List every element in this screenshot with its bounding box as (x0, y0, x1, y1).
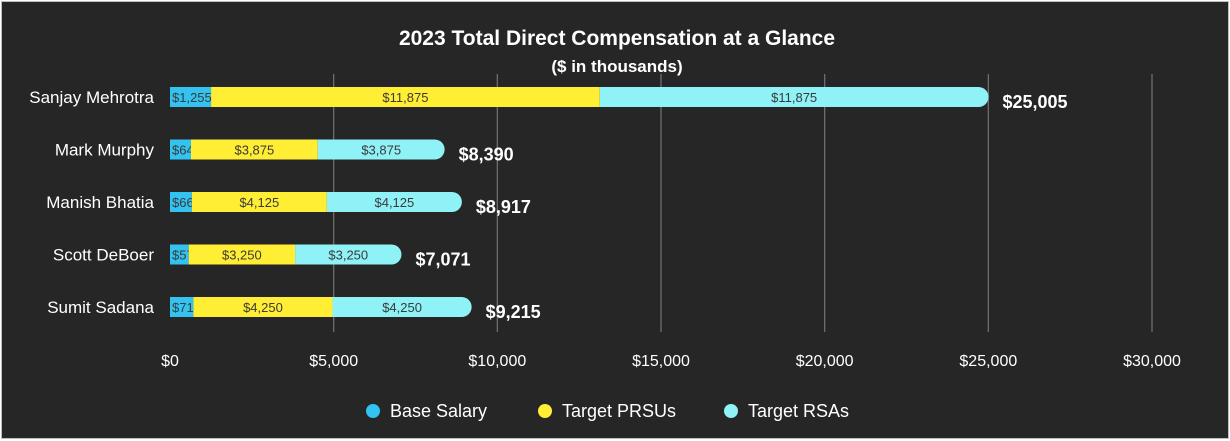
bar-segment (188, 244, 296, 265)
y-axis: Sanjay Mehrotra Mark Murphy Manish Bhatia S… (29, 88, 154, 317)
bar-segment (170, 192, 192, 212)
total-value-label: $8,390 (459, 145, 514, 165)
x-tick-label: $0 (161, 353, 179, 370)
segment-value-label: $4,250 (243, 300, 283, 315)
total-value-label: $25,005 (1002, 92, 1067, 112)
bar-segment (211, 87, 600, 107)
category-label: Scott DeBoer (53, 246, 154, 265)
bar-segment (317, 139, 445, 160)
bar-segment (326, 192, 462, 212)
legend-marker (538, 404, 552, 418)
total-value-label: $8,917 (476, 197, 531, 217)
gridlines (333, 74, 1153, 332)
x-axis: $0 $5,000 $10,000 $15,000 $20,000 $25,000 $30,… (161, 353, 1181, 370)
bar-segment (170, 244, 189, 265)
x-tick-label: $30,000 (1123, 353, 1181, 370)
bar-segment (193, 297, 333, 317)
bar-segment (190, 139, 318, 160)
segment-value-label: $11,875 (382, 90, 428, 105)
x-tick-label: $10,000 (468, 353, 526, 370)
segment-value-label: $4,250 (382, 300, 422, 315)
segment-value-label: $3,250 (328, 248, 368, 263)
segment-value-label: $3,250 (222, 248, 262, 263)
bar-area: $1,255 $11,875 $11,875 $25,005$640 $3,875 $3,… (170, 87, 1068, 322)
category-label: Mark Murphy (55, 141, 155, 160)
category-label: Sumit Sadana (47, 298, 154, 317)
bar-segment (295, 244, 402, 265)
segment-value-label: $3,875 (234, 143, 274, 158)
segment-value-label: $11,875 (771, 90, 817, 105)
legend-label: Target RSAs (748, 401, 849, 421)
bar-segment (170, 87, 212, 107)
legend-label: Base Salary (390, 401, 487, 421)
legend-marker (724, 404, 738, 418)
x-tick-label: $25,000 (959, 353, 1017, 370)
segment-value-label: $4,125 (374, 195, 414, 210)
total-value-label: $7,071 (415, 250, 470, 270)
x-tick-label: $20,000 (796, 353, 854, 370)
x-tick-label: $15,000 (632, 353, 690, 370)
bar-segment (599, 87, 989, 107)
chart-subtitle: ($ in thousands) (551, 57, 682, 76)
bar-segment (191, 192, 327, 212)
x-tick-label: $5,000 (309, 353, 358, 370)
total-value-label: $9,215 (486, 302, 541, 322)
chart-title: 2023 Total Direct Compensation at a Glan… (399, 27, 835, 50)
segment-value-label: $1,255 (172, 90, 212, 105)
bar-segment (332, 297, 472, 317)
legend-marker (366, 404, 380, 418)
segment-value-label: $3,875 (361, 143, 401, 158)
category-label: Manish Bhatia (46, 193, 154, 212)
category-label: Sanjay Mehrotra (29, 88, 154, 107)
segment-value-label: $4,125 (239, 195, 279, 210)
bar-segment (170, 139, 191, 160)
legend: Base Salary Target PRSUs Target RSAs (366, 401, 849, 421)
legend-label: Target PRSUs (562, 401, 676, 421)
bar-segment (170, 297, 194, 317)
